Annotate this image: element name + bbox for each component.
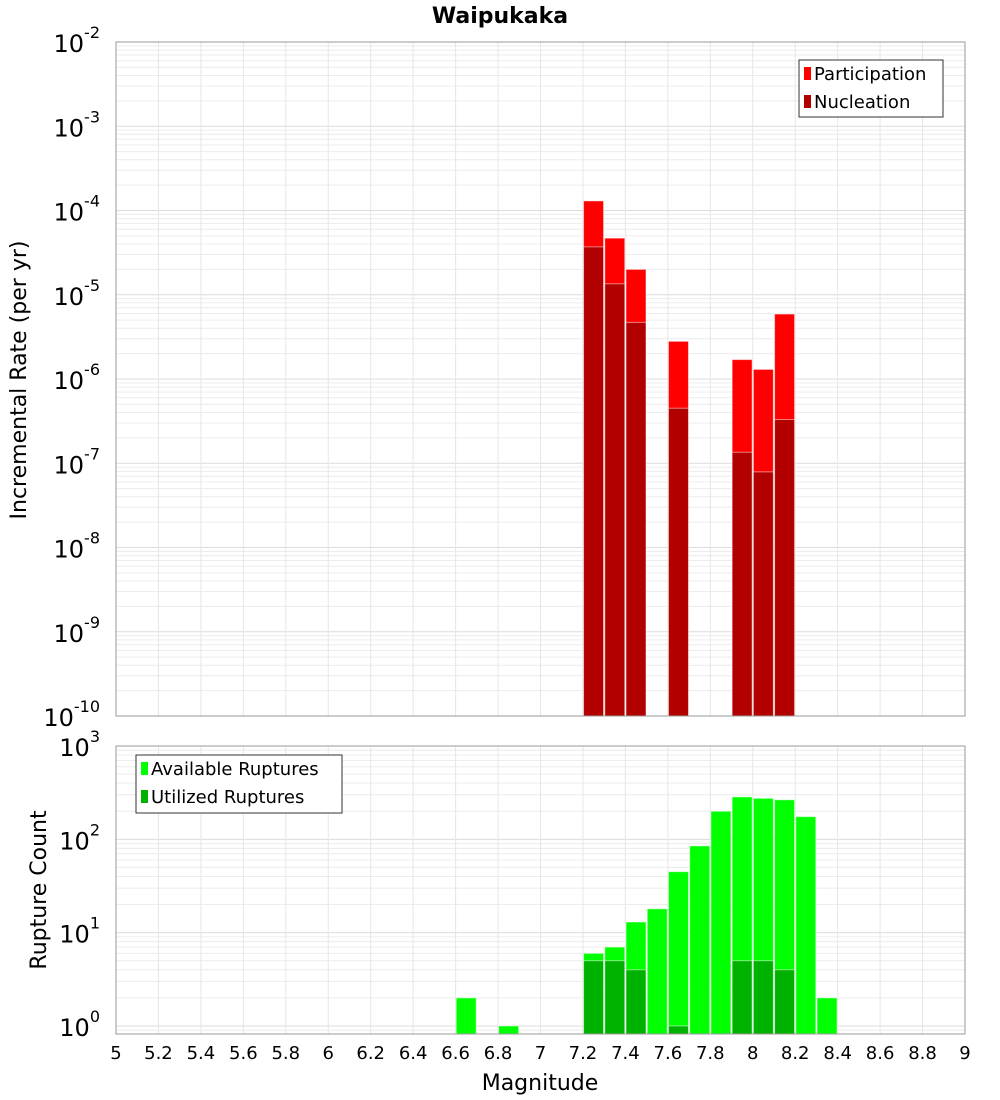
x-tick-label: 8.6 (866, 1043, 895, 1064)
legend-label: Nucleation (814, 92, 910, 113)
y-tick-label: 10-8 (54, 529, 101, 564)
y-tick-label: 10-2 (54, 23, 101, 58)
x-tick-label: 8.8 (908, 1043, 937, 1064)
y-tick-label: 10-10 (43, 697, 100, 732)
x-tick-label: 8.4 (823, 1043, 852, 1064)
y-tick-label: 10-9 (54, 613, 101, 648)
bar-available-ruptures (498, 1025, 520, 1035)
bar-available-ruptures (667, 871, 689, 1035)
x-tick-label: 7.6 (654, 1043, 683, 1064)
x-tick-label: 7.4 (611, 1043, 640, 1064)
x-tick-label: 7 (535, 1043, 546, 1064)
legend-swatch (141, 790, 148, 803)
y-tick-label: 10-6 (54, 360, 101, 395)
bar-available-ruptures (455, 997, 477, 1035)
legend-swatch (804, 95, 811, 108)
bar-utilized-ruptures (667, 1025, 689, 1035)
chart-title: Waipukaka (432, 4, 568, 29)
bar-nucleation (667, 407, 689, 717)
x-tick-label: 7.8 (696, 1043, 725, 1064)
x-tick-label: 6.4 (399, 1043, 428, 1064)
x-tick-label: 5.6 (229, 1043, 258, 1064)
y-tick-exponent: 1 (90, 914, 100, 933)
x-tick-label: 6.6 (441, 1043, 470, 1064)
y-tick-label: 10-3 (54, 107, 101, 142)
rate-plot: 10-2 10-3 10-4 10-5 10-6 10-7 10-8 10-9 10-10 Par… (43, 23, 966, 732)
legend-label: Available Ruptures (151, 759, 319, 780)
y-tick-exponent: -9 (84, 613, 100, 632)
bar-available-ruptures (689, 845, 711, 1035)
y-tick-exponent: -7 (84, 444, 100, 463)
x-tick-label: 6 (323, 1043, 334, 1064)
legend-swatch (804, 67, 811, 80)
y-tick-exponent: -6 (84, 360, 100, 379)
y-tick-exponent: -10 (74, 697, 100, 716)
y-tick-exponent: -5 (84, 276, 100, 295)
x-tick-label: 9 (959, 1043, 970, 1064)
y-tick-exponent: 2 (90, 820, 100, 839)
bar-utilized-ruptures (604, 960, 626, 1035)
bar-available-ruptures (710, 810, 732, 1035)
bar-nucleation (625, 321, 647, 717)
bar-utilized-ruptures (731, 960, 753, 1035)
legend-label: Participation (814, 64, 926, 85)
bar-utilized-ruptures (583, 960, 605, 1035)
y-tick-exponent: -8 (84, 529, 100, 548)
y-tick-label: 102 (59, 820, 100, 855)
bar-utilized-ruptures (774, 969, 796, 1035)
x-tick-label: 5.4 (187, 1043, 216, 1064)
legend-label: Utilized Ruptures (151, 787, 304, 808)
plot-frame (115, 41, 966, 717)
y-tick-exponent: 3 (90, 727, 100, 746)
bar-available-ruptures (646, 908, 668, 1035)
y-tick-exponent: 0 (90, 1007, 100, 1026)
legend: Participation Nucleation (798, 59, 944, 118)
bottom-y-axis-label: Rupture Count (27, 810, 52, 970)
top-y-axis-label: Incremental Rate (per yr) (7, 241, 32, 520)
legend-swatch (141, 762, 148, 775)
bar-utilized-ruptures (752, 960, 774, 1035)
x-tick-label: 6.2 (356, 1043, 385, 1064)
y-tick-label: 100 (59, 1007, 100, 1042)
y-tick-label: 10-7 (54, 444, 101, 479)
bar-nucleation (774, 419, 796, 717)
x-tick-label: 8.2 (781, 1043, 810, 1064)
x-tick-label: 5.8 (271, 1043, 300, 1064)
x-axis-label: Magnitude (482, 1071, 599, 1096)
y-tick-label: 101 (59, 914, 100, 949)
plot-frame (115, 745, 966, 1035)
bar-utilized-ruptures (625, 969, 647, 1035)
bar-nucleation (731, 451, 753, 717)
x-tick-label: 6.8 (484, 1043, 513, 1064)
legend-box (135, 754, 343, 814)
bar-available-ruptures (795, 816, 817, 1035)
x-tick-label: 5.2 (144, 1043, 173, 1064)
x-tick-label: 8 (747, 1043, 758, 1064)
bar-nucleation (604, 283, 626, 717)
y-tick-exponent: -4 (84, 192, 100, 211)
y-tick-exponent: -3 (84, 107, 100, 126)
y-tick-exponent: -2 (84, 23, 100, 42)
bar-nucleation (583, 246, 605, 717)
x-tick-label: 5 (110, 1043, 121, 1064)
x-tick-label: 7.2 (569, 1043, 598, 1064)
bar-available-ruptures (816, 997, 838, 1035)
legend: Available Ruptures Utilized Ruptures (135, 754, 343, 814)
bar-nucleation (752, 471, 774, 717)
y-tick-label: 103 (59, 727, 100, 762)
y-tick-label: 10-5 (54, 276, 101, 311)
y-tick-label: 10-4 (54, 192, 101, 227)
legend-box (798, 59, 944, 118)
